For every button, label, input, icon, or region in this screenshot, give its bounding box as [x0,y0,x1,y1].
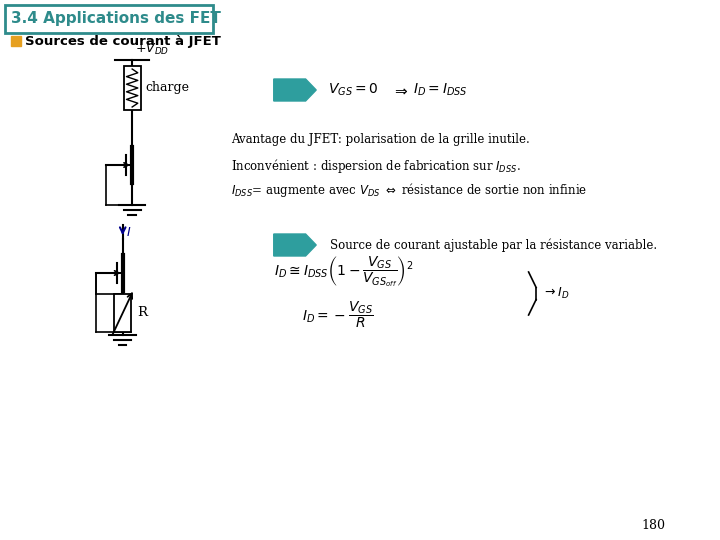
Text: Sources de courant à JFET: Sources de courant à JFET [25,35,221,48]
Text: $I$: $I$ [125,226,131,239]
FancyBboxPatch shape [5,5,213,33]
Bar [114,294,131,332]
Text: charge: charge [145,82,189,94]
Polygon shape [274,234,316,256]
Polygon shape [274,79,316,101]
Text: $\Rightarrow$: $\Rightarrow$ [392,83,409,98]
Text: $I_{DSS}$= augmente avec $V_{DS}$ $\Leftrightarrow$ résistance de sortie non inf: $I_{DSS}$= augmente avec $V_{DS}$ $\Left… [231,181,588,199]
Text: 3.4 Applications des FET: 3.4 Applications des FET [12,11,221,26]
Text: $I_D = I_{DSS}$: $I_D = I_{DSS}$ [413,82,468,98]
Text: $V_{GS} = 0$: $V_{GS} = 0$ [328,82,379,98]
Bar [124,66,140,110]
Text: $\rightarrow I_D$: $\rightarrow I_D$ [542,286,569,301]
Text: R: R [137,307,147,320]
Text: Source de courant ajustable par la résistance variable.: Source de courant ajustable par la résis… [330,238,657,252]
Text: Inconvénient : dispersion de fabrication sur $I_{DSS}$.: Inconvénient : dispersion de fabrication… [231,157,521,175]
Text: $I_D = -\dfrac{V_{GS}}{R}$: $I_D = -\dfrac{V_{GS}}{R}$ [302,300,374,330]
Text: $+V_{DD}$: $+V_{DD}$ [135,42,169,57]
Bar [12,36,21,46]
Text: $I_D \cong I_{DSS}\left(1 - \dfrac{V_{GS}}{V_{GS_{off}}}\right)^2$: $I_D \cong I_{DSS}\left(1 - \dfrac{V_{GS… [274,254,413,289]
Text: Avantage du JFET: polarisation de la grille inutile.: Avantage du JFET: polarisation de la gri… [231,133,530,146]
Text: 180: 180 [642,519,665,532]
